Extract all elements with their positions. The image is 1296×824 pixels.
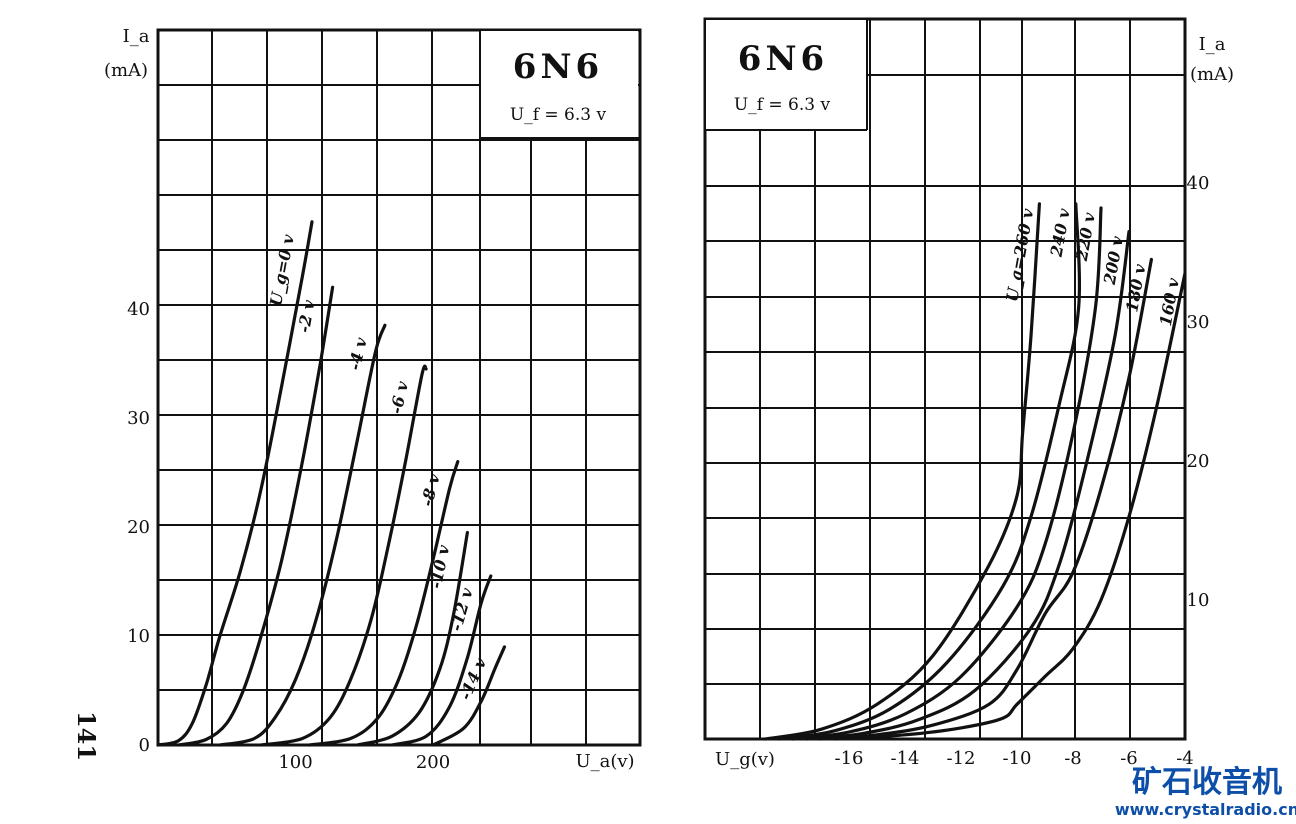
right-y-tick-label: 30 — [1187, 312, 1210, 333]
right-title-box — [706, 20, 867, 130]
right-curve-label: U_a=260 v — [1002, 207, 1037, 304]
left-curve-line — [307, 460, 460, 747]
left-curve-label: U_g=0 v — [266, 232, 298, 307]
right-x-ticks: -16 -14 -12 -10 -8 -6 -4 — [835, 748, 1194, 769]
right-curve-line — [833, 271, 1187, 741]
page-number: 141 — [72, 711, 101, 761]
right-curve-label: 180 v — [1122, 262, 1149, 314]
left-y-tick-label: 10 — [127, 626, 150, 647]
right-x-axis-label: U_g(v) — [715, 749, 775, 770]
left-chart-title: 6N6 — [513, 47, 603, 87]
right-curve-line — [819, 257, 1153, 741]
left-grid — [158, 30, 640, 745]
right-x-tick-label: -4 — [1176, 748, 1194, 769]
left-y-ticks: 0 10 20 30 40 — [127, 299, 150, 756]
right-chart-subtitle: U_f = 6.3 v — [734, 95, 831, 115]
left-x-ticks: 100 200 — [278, 752, 450, 773]
left-curve-line — [177, 285, 335, 747]
right-curve-line — [805, 230, 1131, 741]
watermark-url: www.crystalradio.cn — [1115, 800, 1296, 819]
right-chart-title: 6N6 — [738, 39, 828, 79]
left-curve-label: -6 v — [386, 379, 412, 416]
left-y-tick-label: 40 — [127, 299, 150, 320]
left-curve-label: -10 v — [426, 543, 453, 590]
left-curve-label: -8 v — [417, 471, 444, 508]
right-x-tick-label: -10 — [1003, 748, 1032, 769]
right-y-axis-symbol: I_a — [1199, 34, 1226, 55]
right-curves — [763, 202, 1187, 741]
right-x-tick-label: -16 — [835, 748, 864, 769]
right-curve-label: 240 v — [1046, 207, 1073, 260]
right-x-tick-label: -8 — [1064, 748, 1082, 769]
right-x-tick-label: -6 — [1120, 748, 1138, 769]
left-curve-line — [355, 530, 469, 747]
right-y-tick-label: 20 — [1187, 451, 1210, 472]
right-x-tick-label: -14 — [891, 748, 920, 769]
right-curve-line — [791, 206, 1103, 741]
left-curve-line — [390, 574, 493, 747]
left-curve-line — [218, 323, 387, 747]
left-x-tick-label: 100 — [278, 752, 312, 773]
left-x-tick-label: 200 — [416, 752, 450, 773]
left-curve-label: -4 v — [345, 335, 371, 372]
right-curve-line — [777, 202, 1082, 741]
left-y-axis-symbol: I_a — [123, 26, 150, 47]
left-curves — [156, 220, 507, 747]
right-plot-frame — [703, 17, 1187, 741]
left-x-axis-label: U_a(v) — [575, 751, 634, 772]
right-y-axis-unit: (mA) — [1190, 64, 1234, 85]
left-y-tick-label: 20 — [127, 517, 150, 538]
left-title-box — [480, 31, 638, 138]
plate-characteristics-chart: 6N6 U_f = 6.3 v I_a (mA) U_a(v) 0 10 20 30 4… — [104, 26, 642, 773]
left-chart-subtitle: U_f = 6.3 v — [510, 105, 607, 125]
transfer-characteristics-chart: 6N6 U_f = 6.3 v I_a (mA) U_g(v) 10 20 30 40… — [703, 17, 1234, 770]
watermark-chinese: 矿石收音机 — [1132, 765, 1282, 800]
right-y-tick-label: 10 — [1187, 590, 1210, 611]
left-y-axis-unit: (mA) — [104, 60, 148, 81]
right-curve-line — [763, 202, 1041, 741]
watermark: 矿石收音机 www.crystalradio.cn — [1115, 765, 1296, 819]
left-curve-line — [259, 364, 428, 747]
right-curve-label: 160 v — [1156, 276, 1183, 328]
left-y-tick-label: 0 — [139, 735, 150, 756]
right-y-ticks: 10 20 30 40 — [1187, 173, 1210, 611]
right-x-tick-label: -12 — [947, 748, 976, 769]
left-curve-line — [431, 645, 507, 747]
left-curve-line — [156, 220, 314, 747]
left-curve-label: -12 v — [446, 585, 477, 633]
left-y-tick-label: 30 — [127, 408, 150, 429]
right-y-tick-label: 40 — [1187, 173, 1210, 194]
